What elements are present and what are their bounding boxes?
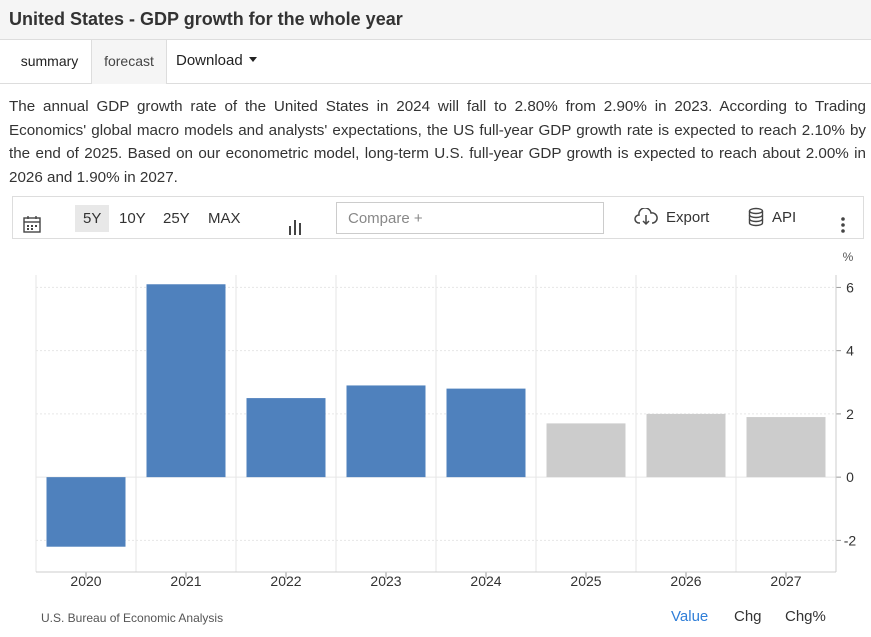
x-tick-label: 2027 <box>770 573 801 589</box>
cloud-download-icon <box>634 207 658 226</box>
y-tick-label: -2 <box>844 532 857 548</box>
range-5y[interactable]: 5Y <box>75 205 110 232</box>
value-tab[interactable]: Value <box>671 608 709 625</box>
api-label: API <box>772 209 797 226</box>
tab-bar: summary forecast Download <box>0 40 871 84</box>
export-label: Export <box>666 209 710 226</box>
tab-forecast[interactable]: forecast <box>91 40 167 84</box>
bar-2027 <box>746 417 826 478</box>
bar-2026 <box>646 413 726 478</box>
chg-tab[interactable]: Chg <box>734 608 762 625</box>
x-tick-label: 2026 <box>670 573 701 589</box>
description-text: The annual GDP growth rate of the United… <box>9 98 866 186</box>
range-10y[interactable]: 10Y <box>119 210 146 227</box>
bar-2023 <box>346 385 426 478</box>
bar-chart-icon[interactable] <box>287 210 303 235</box>
tab-summary[interactable]: summary <box>20 53 79 69</box>
y-tick-label: 4 <box>846 343 854 359</box>
x-tick-label: 2022 <box>270 573 301 589</box>
x-tick-label: 2025 <box>570 573 601 589</box>
source-label: U.S. Bureau of Economic Analysis <box>41 611 224 625</box>
bar-2024 <box>446 388 526 478</box>
y-tick-label: 6 <box>846 279 854 295</box>
chart-toolbar: 5Y 10Y 25Y MAX Export API <box>12 196 864 239</box>
bar-2020 <box>46 477 126 547</box>
bar-chart: -2 0 2 4 6% 2020 2021 2022 2023 2024 2025 2026 2027 <box>35 250 857 589</box>
title-bar: United States - GDP growth for the whole… <box>0 0 871 40</box>
x-tick-label: 2021 <box>170 573 201 589</box>
bar-2022 <box>246 398 326 478</box>
range-max[interactable]: MAX <box>208 210 241 227</box>
x-tick-label: 2023 <box>370 573 401 589</box>
calendar-icon[interactable] <box>23 208 41 233</box>
bar-2025 <box>546 423 626 478</box>
download-label: Download <box>176 52 243 69</box>
range-25y[interactable]: 25Y <box>163 210 190 227</box>
chg-percent-tab[interactable]: Chg% <box>785 608 826 625</box>
api-button[interactable]: API <box>748 197 796 238</box>
page-title: United States - GDP growth for the whole… <box>9 9 403 29</box>
y-unit-label: % <box>843 250 854 264</box>
compare-input[interactable] <box>336 202 604 234</box>
caret-down-icon <box>248 56 257 62</box>
download-dropdown[interactable]: Download <box>176 40 257 84</box>
more-vertical-icon[interactable] <box>835 209 851 233</box>
chart-area: -2 0 2 4 6% 2020 2021 2022 2023 2024 2025 2026 2027 <box>12 240 864 637</box>
y-tick-label: 0 <box>846 469 854 485</box>
x-tick-label: 2024 <box>470 573 501 589</box>
x-tick-label: 2020 <box>70 573 101 589</box>
export-button[interactable]: Export <box>634 197 709 238</box>
bar-2021 <box>146 284 226 478</box>
database-icon <box>748 207 764 227</box>
y-tick-label: 2 <box>846 406 854 422</box>
